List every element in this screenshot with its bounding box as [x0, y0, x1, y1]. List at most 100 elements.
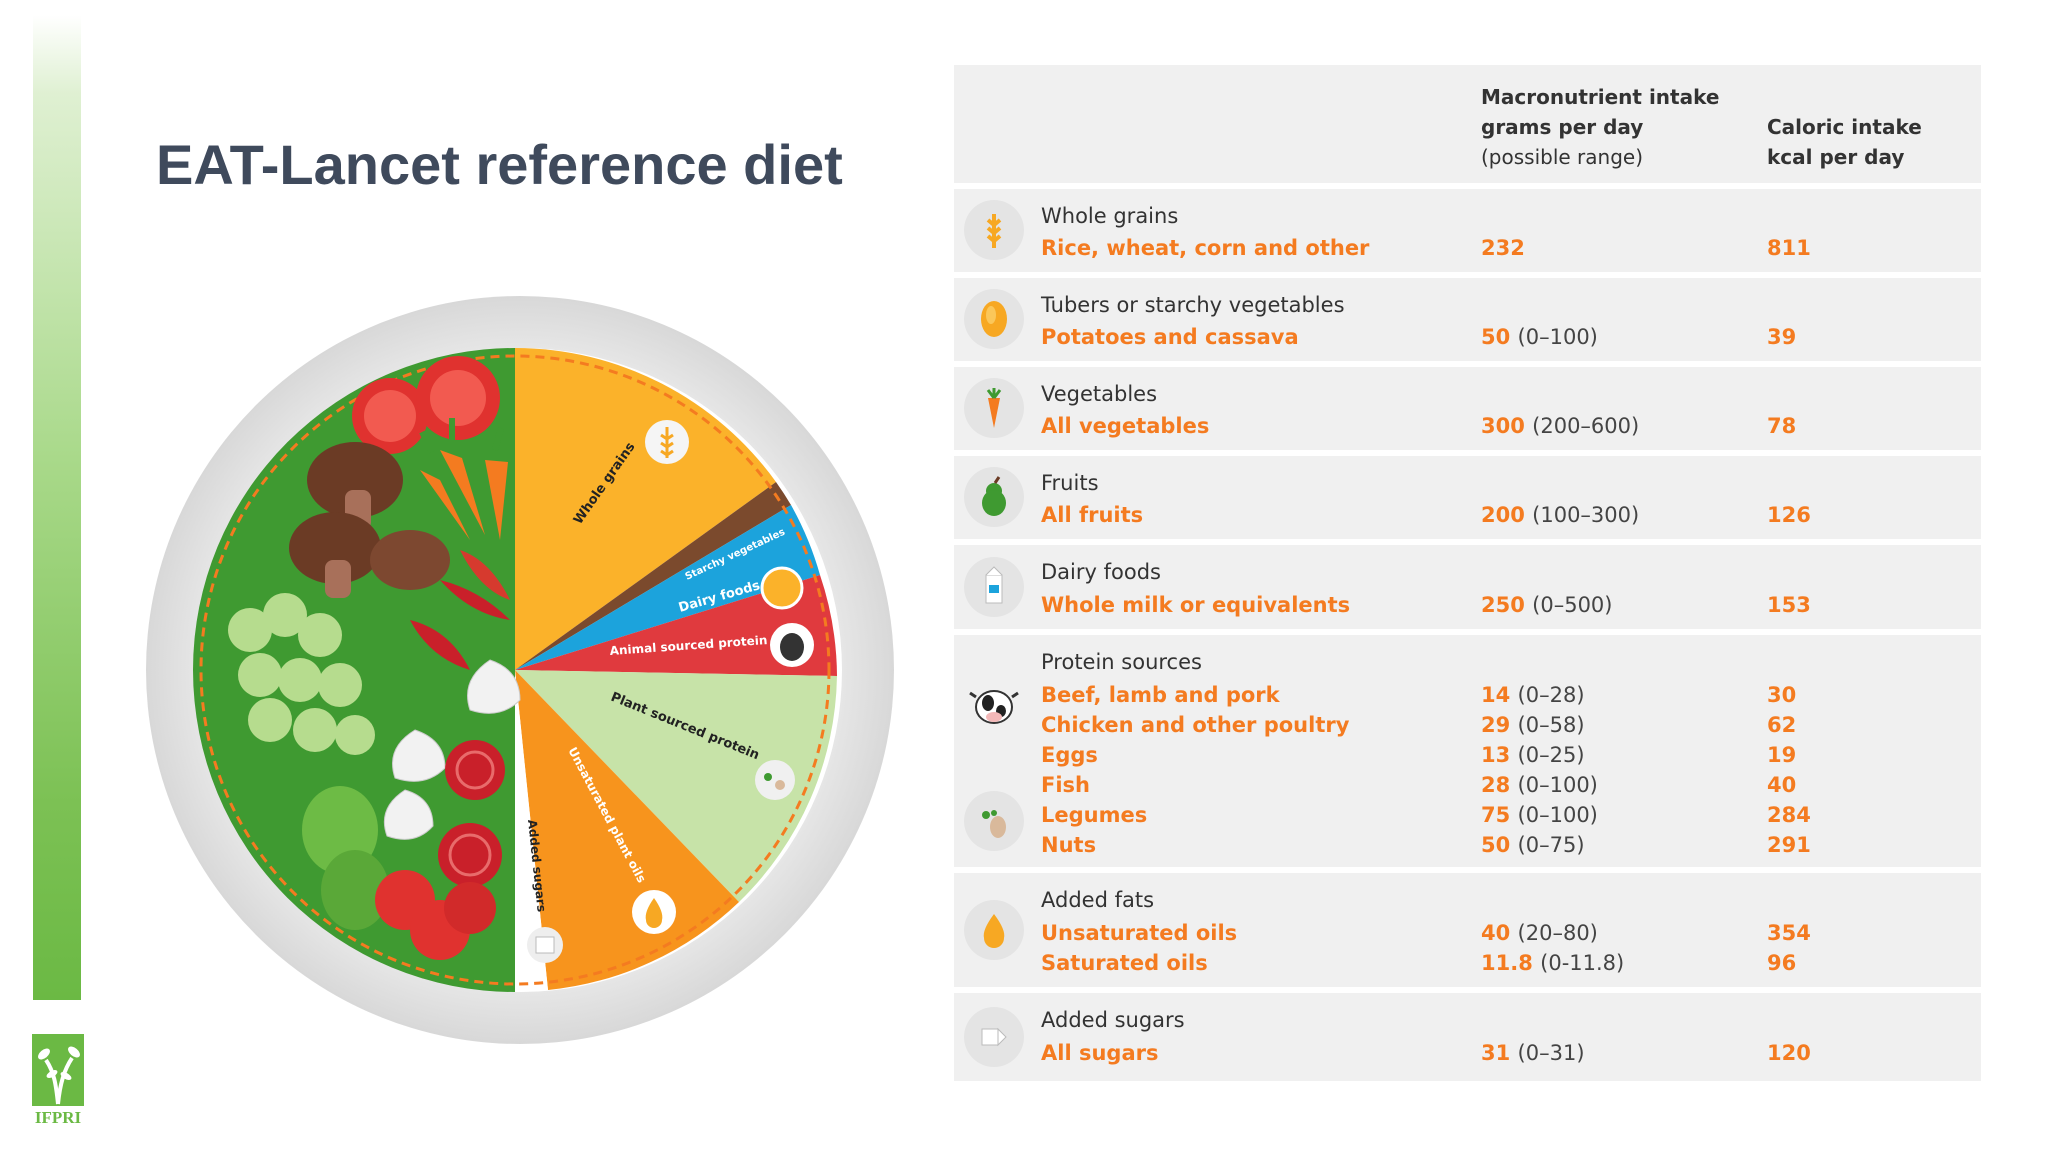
grams-range: (100–300): [1532, 503, 1640, 527]
pear-illustration: [302, 786, 389, 930]
grams-value: 232: [1481, 236, 1525, 260]
row-grams: 11.8 (0-11.8): [1481, 948, 1624, 978]
row-category: Added fats: [1041, 888, 1155, 912]
plate-section-animal-protein: [515, 575, 837, 676]
row-kcal: 62: [1767, 713, 1797, 737]
row-kcal: 291: [1767, 833, 1811, 857]
row-item: All vegetables: [1041, 414, 1210, 438]
grams-value: 50: [1481, 833, 1511, 857]
row-kcal: 19: [1767, 743, 1797, 767]
ifpri-logo-mark: [32, 1034, 84, 1106]
grams-range: (0–100): [1517, 773, 1598, 797]
grams-value: 29: [1481, 713, 1511, 737]
grams-value: 75: [1481, 803, 1511, 827]
table-row: Vegetables All vegetables 300 (200–600) …: [954, 367, 1981, 450]
grams-value: 31: [1481, 1041, 1511, 1065]
row-category: Added sugars: [1041, 1008, 1185, 1032]
row-item: Potatoes and cassava: [1041, 325, 1299, 349]
grams-value: 28: [1481, 773, 1511, 797]
grams-value: 300: [1481, 414, 1525, 438]
potato-icon: [964, 289, 1024, 349]
row-grams: 250 (0–500): [1481, 590, 1613, 620]
legumes-icon: [964, 791, 1024, 851]
plate-section-unsaturated-oils: [515, 670, 739, 990]
grams-value: 14: [1481, 683, 1511, 707]
wheat-icon: [964, 200, 1024, 260]
ifpri-logo: IFPRI: [32, 1034, 84, 1130]
row-grams: 29 (0–58): [1481, 710, 1585, 740]
header-macro-line1: Macronutrient intake: [1481, 85, 1720, 109]
grams-range: (0–28): [1517, 683, 1585, 707]
row-category: Fruits: [1041, 471, 1099, 495]
row-grams: 14 (0–28): [1481, 680, 1585, 710]
header-macro-line3: (possible range): [1481, 145, 1644, 169]
slide-title: EAT-Lancet reference diet: [156, 133, 843, 196]
row-item: Eggs: [1041, 743, 1098, 767]
row-kcal: 811: [1767, 236, 1811, 260]
row-grams: 75 (0–100): [1481, 800, 1598, 830]
row-kcal: 120: [1767, 1041, 1811, 1065]
plate-section-plant-protein: [515, 670, 837, 902]
grams-value: 40: [1481, 921, 1511, 945]
plate-section-added-sugars: [515, 670, 548, 992]
header-macro-line2: grams per day: [1481, 115, 1644, 139]
mushroom-illustration: [289, 442, 450, 598]
grams-value: 11.8: [1481, 951, 1533, 975]
header-caloric: Caloric intake kcal per day: [1767, 112, 1922, 172]
table-row: Added sugars All sugars 31 (0–31) 120: [954, 993, 1981, 1081]
reference-diet-table: Macronutrient intake grams per day (poss…: [954, 65, 1981, 1081]
row-kcal: 78: [1767, 414, 1797, 438]
header-cal-line1: Caloric intake: [1767, 115, 1922, 139]
row-grams: 40 (20–80): [1481, 918, 1598, 948]
logo-text: IFPRI: [34, 1108, 82, 1127]
cheese-icon: [760, 566, 804, 610]
grams-range: (200–600): [1532, 414, 1640, 438]
grams-range: (0–100): [1517, 803, 1598, 827]
table-row: Dairy foods Whole milk or equivalents 25…: [954, 545, 1981, 629]
row-kcal: 354: [1767, 921, 1811, 945]
row-kcal: 40: [1767, 773, 1797, 797]
table-row: Whole grains Rice, wheat, corn and other…: [954, 189, 1981, 272]
grams-range: (0–58): [1517, 713, 1585, 737]
plate-diagram: Whole grains Starchy vegetables Dairy fo…: [146, 296, 894, 1044]
row-item: Chicken and other poultry: [1041, 713, 1350, 737]
row-item: Whole milk or equivalents: [1041, 593, 1351, 617]
carrot-icon: [964, 378, 1024, 438]
pear-icon: [964, 467, 1024, 527]
grams-range: (0-11.8): [1540, 951, 1625, 975]
row-category: Whole grains: [1041, 204, 1179, 228]
milk-carton-icon: [964, 557, 1024, 617]
row-item: All fruits: [1041, 503, 1144, 527]
header-macronutrient: Macronutrient intake grams per day (poss…: [1481, 82, 1719, 172]
table-header: Macronutrient intake grams per day (poss…: [954, 65, 1981, 183]
grams-range: (0–31): [1517, 1041, 1585, 1065]
row-category: Protein sources: [1041, 650, 1202, 674]
row-grams: 13 (0–25): [1481, 740, 1585, 770]
row-kcal: 284: [1767, 803, 1811, 827]
broccoli-illustration: [228, 593, 375, 755]
carrot-illustration: [419, 418, 508, 540]
row-kcal: 126: [1767, 503, 1811, 527]
row-category: Tubers or starchy vegetables: [1041, 293, 1345, 317]
grams-value: 50: [1481, 325, 1511, 349]
plate-section-starchy-vegetables: [515, 482, 791, 670]
grams-range: (0–75): [1517, 833, 1585, 857]
row-grams: 50 (0–75): [1481, 830, 1585, 860]
legumes-icon: [755, 760, 795, 800]
row-grams: 300 (200–600): [1481, 411, 1639, 441]
row-kcal: 96: [1767, 951, 1797, 975]
table-row: Protein sources Beef, lamb and pork 14 (…: [954, 635, 1981, 867]
row-item: Beef, lamb and pork: [1041, 683, 1280, 707]
tomato-illustration: [352, 356, 500, 454]
row-kcal: 39: [1767, 325, 1797, 349]
row-kcal: 30: [1767, 683, 1797, 707]
apple-illustration: [375, 870, 496, 960]
row-grams: 31 (0–31): [1481, 1038, 1585, 1068]
row-grams: 232: [1481, 233, 1525, 263]
plate-dashed-ring: [199, 354, 831, 986]
plate-section-whole-grains: [515, 348, 776, 670]
table-row: Fruits All fruits 200 (100–300) 126: [954, 456, 1981, 539]
header-cal-line2: kcal per day: [1767, 145, 1905, 169]
row-category: Vegetables: [1041, 382, 1158, 406]
side-accent-bar: [33, 15, 81, 1000]
